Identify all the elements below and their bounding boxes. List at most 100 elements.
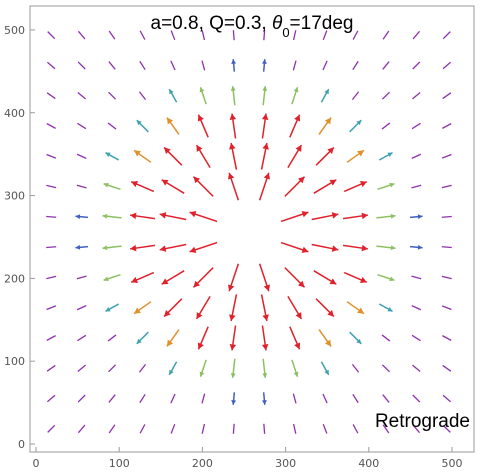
field-arrow — [352, 424, 359, 434]
field-arrow — [412, 424, 421, 434]
field-arrow — [377, 273, 395, 282]
field-arrow — [412, 30, 421, 40]
field-arrow — [139, 393, 146, 404]
field-arrow — [108, 424, 116, 434]
field-arrow — [108, 30, 116, 40]
field-arrow — [227, 263, 240, 292]
field-arrow — [284, 267, 306, 288]
field-arrow — [381, 91, 390, 100]
field-arrow — [133, 301, 152, 315]
field-arrow — [166, 117, 180, 135]
y-tick-label: 300 — [4, 190, 25, 203]
field-arrow — [77, 61, 86, 70]
field-arrow — [411, 334, 421, 342]
field-arrow — [195, 144, 211, 168]
field-arrow — [231, 59, 237, 72]
field-arrow — [322, 60, 328, 71]
field-arrow — [258, 263, 271, 292]
field-arrow — [77, 122, 87, 130]
field-arrow — [382, 30, 390, 40]
field-arrow — [102, 213, 122, 219]
field-arrow — [291, 87, 299, 105]
axis-ticks: 0 100 200 300 400 500 0 100 200 300 400 500 — [4, 24, 463, 470]
field-arrow — [352, 393, 359, 404]
x-tick-label: 100 — [109, 457, 130, 470]
field-arrow — [201, 60, 206, 71]
field-arrow — [382, 424, 390, 434]
field-arrow — [411, 275, 422, 280]
title-suffix: =17deg — [290, 13, 354, 34]
field-arrow — [311, 243, 339, 252]
field-arrow — [77, 424, 86, 434]
field-arrow — [75, 244, 88, 250]
field-arrow — [342, 212, 369, 220]
field-arrow — [76, 184, 87, 189]
field-arrow — [442, 61, 452, 70]
field-arrow — [138, 363, 147, 373]
field-arrow — [161, 179, 185, 194]
field-arrow — [313, 179, 337, 194]
field-arrow — [77, 364, 86, 372]
field-arrow — [170, 393, 176, 404]
title-subscript: 0 — [282, 25, 289, 40]
y-tick-label: 200 — [4, 272, 25, 285]
field-arrow — [103, 273, 121, 282]
field-arrow — [442, 335, 452, 341]
field-arrow — [46, 246, 57, 249]
field-arrow — [129, 212, 156, 220]
field-arrow — [108, 91, 117, 100]
field-arrow — [280, 211, 309, 223]
field-arrow — [289, 114, 301, 138]
field-arrow — [229, 113, 237, 139]
field-arrow — [411, 184, 422, 189]
field-arrow — [289, 326, 301, 350]
field-arrow — [130, 271, 155, 283]
field-arrow — [342, 244, 369, 252]
field-arrow — [170, 60, 176, 71]
field-arrow — [412, 92, 421, 100]
field-arrow — [189, 241, 218, 253]
field-arrow — [46, 215, 57, 218]
field-arrow — [349, 119, 362, 133]
field-arrow — [292, 60, 297, 71]
retrograde-label: Retrograde — [375, 411, 470, 432]
field-arrow — [376, 213, 396, 219]
field-arrow — [47, 31, 56, 40]
field-arrow — [258, 172, 271, 201]
field-arrow — [77, 334, 87, 342]
field-arrow — [229, 325, 237, 351]
field-arrow — [136, 119, 149, 133]
field-arrow — [315, 146, 335, 166]
field-arrow — [77, 92, 86, 100]
field-arrow — [410, 214, 423, 220]
field-arrow — [197, 326, 209, 350]
field-arrow — [351, 363, 360, 373]
field-arrow — [133, 149, 152, 163]
field-arrow — [108, 364, 117, 373]
field-arrow — [103, 182, 121, 191]
field-arrow — [441, 275, 452, 280]
field-arrow — [381, 364, 390, 373]
field-arrow — [168, 88, 178, 103]
field-arrow — [108, 394, 116, 403]
field-arrow — [261, 392, 267, 405]
field-arrow — [411, 305, 422, 311]
field-arrow — [262, 358, 268, 378]
field-arrow — [107, 122, 117, 130]
field-arrow — [284, 176, 306, 197]
field-arrow — [411, 122, 421, 130]
field-arrow — [292, 423, 297, 434]
field-arrow — [201, 30, 206, 41]
x-tick-label: 400 — [358, 457, 379, 470]
field-arrow — [441, 246, 452, 249]
field-arrow — [46, 153, 57, 159]
field-arrow — [441, 215, 452, 218]
field-arrow — [442, 92, 452, 100]
field-arrow — [46, 364, 56, 372]
field-arrow — [346, 149, 365, 163]
field-arrow — [381, 334, 391, 342]
field-arrow — [46, 92, 56, 100]
field-arrow — [441, 305, 452, 311]
field-arrow — [322, 30, 328, 41]
